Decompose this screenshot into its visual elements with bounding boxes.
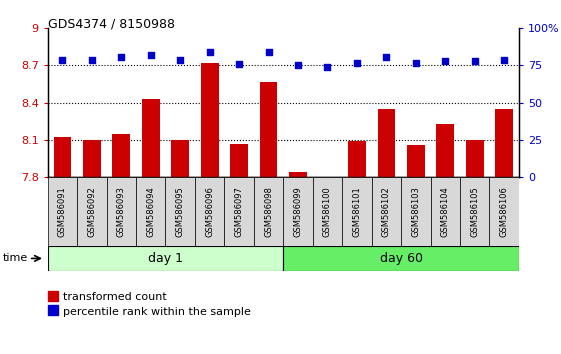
Text: GSM586105: GSM586105	[470, 186, 479, 237]
Text: GSM586094: GSM586094	[146, 186, 155, 237]
Bar	[53, 137, 71, 177]
Bar	[48, 246, 283, 271]
Point	[176, 57, 185, 62]
Bar	[431, 177, 460, 246]
Text: day 1: day 1	[148, 252, 183, 265]
Text: GSM586099: GSM586099	[293, 186, 302, 237]
Text: GDS4374 / 8150988: GDS4374 / 8150988	[48, 18, 174, 31]
Bar	[231, 143, 248, 177]
Point	[234, 61, 243, 67]
Text: time: time	[3, 253, 28, 263]
Bar	[289, 172, 307, 177]
Bar	[195, 177, 224, 246]
Bar	[378, 109, 395, 177]
Text: GSM586103: GSM586103	[411, 186, 420, 237]
Bar	[371, 177, 401, 246]
Bar	[460, 177, 489, 246]
Text: GSM586092: GSM586092	[88, 186, 96, 237]
Bar	[224, 177, 254, 246]
Text: GSM586098: GSM586098	[264, 186, 273, 237]
Bar	[48, 177, 77, 246]
Bar	[83, 140, 100, 177]
Text: GSM586091: GSM586091	[58, 186, 67, 237]
Text: day 60: day 60	[380, 252, 422, 265]
Bar	[436, 124, 454, 177]
Point	[88, 57, 96, 62]
Point	[205, 49, 214, 55]
Text: GSM586106: GSM586106	[500, 186, 509, 237]
Bar	[283, 246, 519, 271]
Point	[293, 63, 302, 68]
Bar	[466, 140, 484, 177]
Bar	[165, 177, 195, 246]
Text: GSM586096: GSM586096	[205, 186, 214, 237]
Point	[382, 54, 391, 59]
Text: GSM586097: GSM586097	[234, 186, 243, 237]
Bar	[77, 177, 107, 246]
Bar	[201, 63, 218, 177]
Bar	[260, 81, 278, 177]
Text: percentile rank within the sample: percentile rank within the sample	[63, 307, 251, 316]
Bar	[136, 177, 165, 246]
Point	[323, 64, 332, 70]
Bar	[489, 177, 519, 246]
Text: GSM586093: GSM586093	[117, 186, 126, 237]
Point	[58, 57, 67, 62]
Point	[146, 52, 155, 58]
Point	[264, 49, 273, 55]
Point	[352, 60, 361, 65]
Bar	[348, 141, 366, 177]
Bar	[283, 177, 313, 246]
Bar	[112, 133, 130, 177]
Text: GSM586102: GSM586102	[382, 186, 391, 237]
Text: GSM586104: GSM586104	[441, 186, 450, 237]
Point	[500, 57, 509, 62]
Bar	[401, 177, 431, 246]
Text: GSM586095: GSM586095	[176, 186, 185, 237]
Bar	[313, 177, 342, 246]
Point	[411, 60, 420, 65]
Point	[117, 54, 126, 59]
Bar	[142, 99, 159, 177]
Bar	[495, 109, 513, 177]
Text: transformed count: transformed count	[63, 292, 167, 302]
Bar	[407, 145, 425, 177]
Point	[470, 58, 479, 64]
Point	[441, 58, 450, 64]
Bar	[172, 140, 189, 177]
Text: GSM586100: GSM586100	[323, 186, 332, 237]
Bar	[254, 177, 283, 246]
Text: GSM586101: GSM586101	[352, 186, 361, 237]
Bar	[107, 177, 136, 246]
Bar	[342, 177, 371, 246]
